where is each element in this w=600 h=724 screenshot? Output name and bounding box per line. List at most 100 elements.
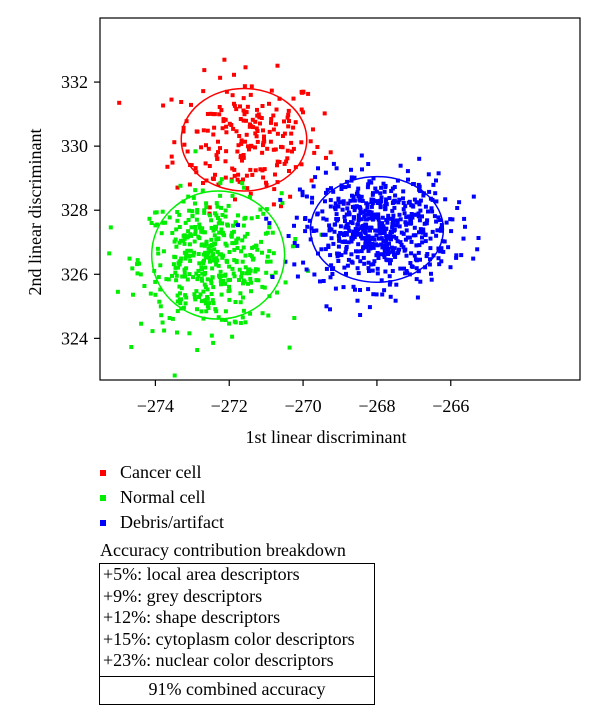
scatter-point-debris-artifact: [338, 231, 343, 235]
scatter-point-debris-artifact: [286, 234, 291, 238]
scatter-point-cancer-cell: [275, 163, 279, 168]
scatter-point-normal-cell: [209, 292, 214, 296]
scatter-point-normal-cell: [192, 239, 197, 244]
scatter-point-debris-artifact: [382, 189, 387, 194]
scatter-point-debris-artifact: [334, 212, 339, 217]
scatter-point-normal-cell: [219, 227, 224, 232]
scatter-point-cancer-cell: [280, 145, 285, 150]
scatter-point-normal-cell: [200, 271, 205, 276]
scatter-point-normal-cell: [188, 248, 193, 253]
scatter-point-debris-artifact: [374, 189, 379, 194]
scatter-point-normal-cell: [183, 220, 188, 225]
scatter-point-debris-artifact: [348, 198, 353, 203]
scatter-point-cancer-cell: [258, 167, 263, 172]
scatter-point-debris-artifact: [338, 224, 343, 229]
scatter-point-cancer-cell: [189, 163, 194, 168]
scatter-point-cancer-cell: [172, 140, 177, 145]
scatter-point-normal-cell: [161, 220, 166, 225]
scatter-point-normal-cell: [242, 234, 247, 239]
scatter-point-debris-artifact: [427, 262, 432, 267]
scatter-point-debris-artifact: [365, 225, 370, 230]
scatter-point-debris-artifact: [401, 231, 406, 236]
scatter-point-debris-artifact: [403, 220, 408, 225]
scatter-point-debris-artifact: [346, 240, 351, 245]
scatter-point-debris-artifact: [362, 261, 367, 266]
scatter-point-cancer-cell: [223, 175, 228, 180]
scatter-point-normal-cell: [253, 267, 258, 272]
scatter-point-debris-artifact: [404, 215, 409, 220]
scatter-point-cancer-cell: [233, 197, 237, 202]
scatter-point-debris-artifact: [428, 257, 432, 262]
scatter-point-debris-artifact: [367, 216, 372, 221]
scatter-point-normal-cell: [183, 301, 188, 306]
scatter-point-cancer-cell: [170, 160, 175, 165]
scatter-point-debris-artifact: [404, 228, 409, 233]
scatter-point-debris-artifact: [283, 259, 288, 264]
scatter-point-normal-cell: [153, 292, 158, 297]
scatter-point-debris-artifact: [389, 245, 394, 250]
scatter-point-cancer-cell: [275, 180, 280, 185]
scatter-point-debris-artifact: [330, 272, 335, 276]
scatter-point-debris-artifact: [369, 204, 374, 209]
scatter-point-debris-artifact: [395, 178, 400, 183]
scatter-point-normal-cell: [216, 237, 221, 241]
scatter-point-debris-artifact: [415, 295, 420, 300]
scatter-point-debris-artifact: [366, 162, 371, 166]
scatter-point-debris-artifact: [303, 229, 308, 234]
scatter-point-debris-artifact: [320, 232, 325, 237]
scatter-point-debris-artifact: [384, 234, 389, 239]
scatter-point-normal-cell: [171, 262, 176, 267]
scatter-point-cancer-cell: [195, 129, 200, 134]
scatter-point-debris-artifact: [352, 208, 357, 213]
scatter-point-debris-artifact: [431, 182, 436, 187]
scatter-point-cancer-cell: [248, 92, 253, 97]
scatter-point-cancer-cell: [184, 119, 189, 124]
scatter-point-normal-cell: [207, 259, 212, 264]
scatter-point-normal-cell: [201, 230, 206, 235]
breakdown-total: 91% combined accuracy: [100, 676, 374, 704]
scatter-point-normal-cell: [223, 309, 228, 314]
scatter-point-debris-artifact: [418, 257, 422, 262]
scatter-point-debris-artifact: [324, 190, 328, 195]
scatter-point-normal-cell: [173, 255, 178, 260]
scatter-point-debris-artifact: [350, 236, 355, 241]
scatter-point-normal-cell: [240, 181, 245, 186]
scatter-point-debris-artifact: [369, 225, 374, 230]
scatter-point-normal-cell: [195, 348, 200, 352]
scatter-point-normal-cell: [179, 238, 183, 243]
scatter-point-normal-cell: [214, 256, 219, 261]
scatter-point-normal-cell: [193, 225, 198, 229]
scatter-point-cancer-cell: [262, 139, 267, 144]
scatter-point-cancer-cell: [249, 84, 254, 89]
scatter-point-normal-cell: [204, 201, 209, 206]
scatter-point-normal-cell: [214, 213, 219, 218]
scatter-point-debris-artifact: [438, 249, 443, 254]
scatter-point-normal-cell: [220, 221, 225, 226]
scatter-point-normal-cell: [249, 216, 254, 221]
scatter-point-normal-cell: [156, 251, 161, 256]
scatter-point-cancer-cell: [237, 179, 242, 184]
scatter-point-normal-cell: [217, 230, 222, 235]
scatter-point-normal-cell: [255, 247, 260, 252]
scatter-point-cancer-cell: [253, 119, 258, 124]
scatter-point-normal-cell: [234, 258, 239, 263]
scatter-point-debris-artifact: [356, 242, 361, 247]
scatter-point-debris-artifact: [418, 227, 423, 232]
scatter-point-debris-artifact: [380, 215, 385, 220]
scatter-point-cancer-cell: [269, 117, 274, 121]
scatter-point-debris-artifact: [374, 233, 379, 238]
scatter-point-cancer-cell: [291, 125, 296, 130]
scatter-point-debris-artifact: [324, 217, 329, 222]
scatter-point-debris-artifact: [386, 257, 391, 262]
scatter-point-debris-artifact: [359, 225, 364, 230]
scatter-point-debris-artifact: [320, 209, 325, 214]
scatter-point-normal-cell: [243, 253, 248, 258]
scatter-point-cancer-cell: [161, 103, 166, 108]
scatter-point-cancer-cell: [324, 155, 328, 160]
scatter-point-normal-cell: [213, 307, 218, 312]
scatter-point-debris-artifact: [421, 230, 426, 235]
scatter-point-normal-cell: [199, 242, 204, 247]
scatter-point-normal-cell: [161, 249, 166, 254]
scatter-point-normal-cell: [265, 254, 270, 259]
scatter-point-debris-artifact: [278, 197, 283, 202]
